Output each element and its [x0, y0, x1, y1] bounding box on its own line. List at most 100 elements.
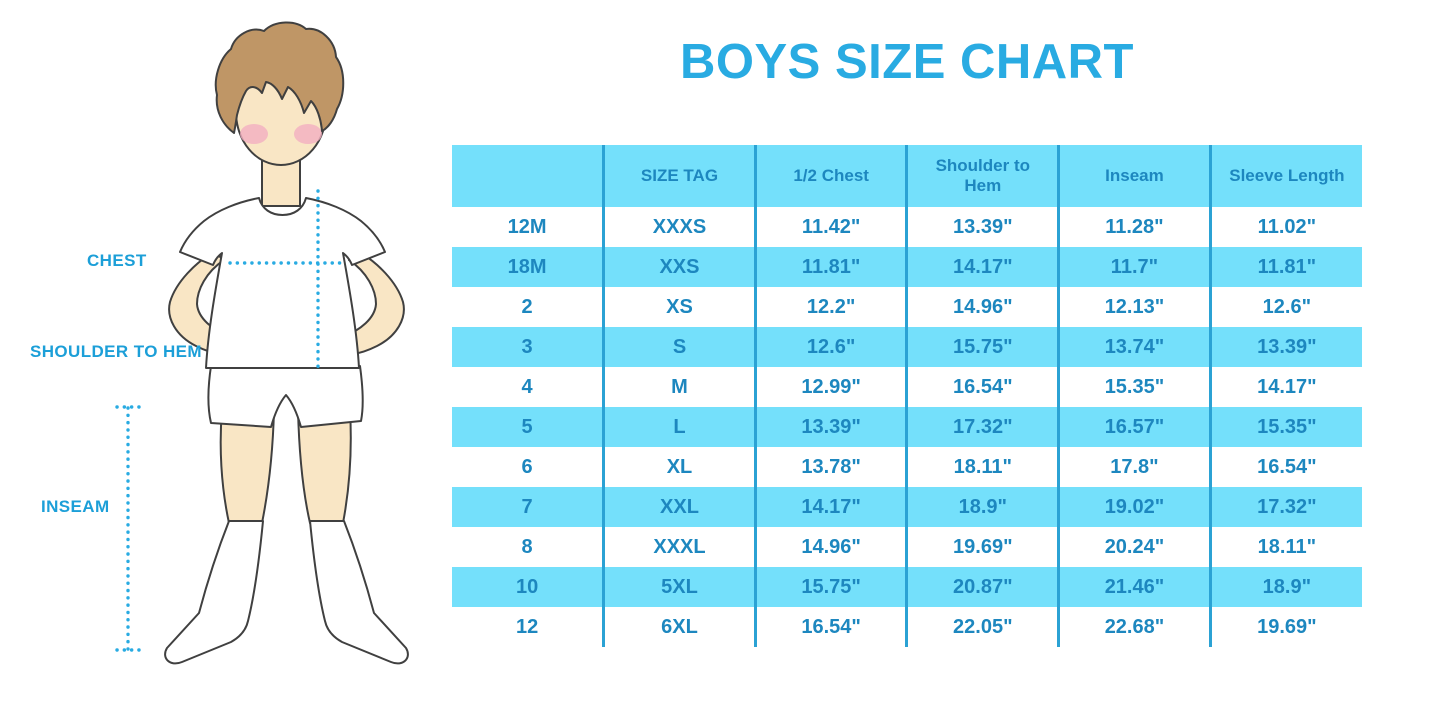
table-row: 10 5XL 15.75" 20.87" 21.46" 18.9" — [452, 567, 1362, 607]
table-row: 12 6XL 16.54" 22.05" 22.68" 19.69" — [452, 607, 1362, 647]
size-cell: 12M — [507, 215, 547, 238]
column-header — [452, 145, 604, 207]
size-tag-cell: S — [602, 327, 756, 367]
boy-tshirt — [179, 197, 386, 369]
table-row: 12M XXXS 11.42" 13.39" 11.28" 11.02" — [452, 207, 1362, 247]
column-header: 1/2 Chest — [753, 145, 907, 207]
boy-measurement-illustration: CHEST SHOULDER TO HEM INSEAM — [0, 0, 452, 723]
size-cell: 12 — [515, 615, 539, 638]
size-tag-cell: XS — [602, 287, 756, 327]
boy-figure-illustration — [115, 21, 409, 665]
size-cell: 5 — [452, 407, 604, 447]
sleeve-length-cell: 16.54" — [1208, 447, 1362, 487]
boy-shorts — [207, 365, 364, 428]
half-chest-cell: 14.17" — [753, 487, 907, 527]
size-tag-cell: 5XL — [602, 567, 756, 607]
sleeve-length-cell: 18.11" — [1208, 527, 1362, 567]
column-header: Sleeve Length — [1208, 145, 1362, 207]
boy-right-arm — [340, 251, 405, 355]
inseam-cell: 11.28" — [1057, 207, 1211, 247]
sleeve-length-cell: 17.32" — [1208, 487, 1362, 527]
inseam-cell: 22.68" — [1057, 607, 1211, 647]
table-row: 5 L 13.39" 17.32" 16.57" 15.35" — [452, 407, 1362, 447]
table-row: 6 XL 13.78" 18.11" 17.8" 16.54" — [452, 447, 1362, 487]
table-row: 2 XS 12.2" 14.96" 12.13" 12.6" — [452, 287, 1362, 327]
size-tag-cell: L — [602, 407, 756, 447]
size-tag-cell: XXXL — [602, 527, 756, 567]
half-chest-cell: 16.54" — [753, 607, 907, 647]
half-chest-cell: 12.99" — [753, 367, 907, 407]
shoulder-to-hem-cell: 13.39" — [905, 207, 1059, 247]
half-chest-cell: 11.81" — [753, 247, 907, 287]
half-chest-cell: 12.6" — [753, 327, 907, 367]
size-cell: 6 — [521, 455, 533, 478]
table-row: 3 S 12.6" 15.75" 13.74" 13.39" — [452, 327, 1362, 367]
size-chart-header: SIZE TAG 1/2 Chest Shoulder to Hem Inseam Sl… — [452, 145, 1362, 207]
inseam-cell: 17.8" — [1057, 447, 1211, 487]
shoulder-to-hem-cell: 18.9" — [905, 487, 1059, 527]
size-cell: 2 — [521, 295, 533, 318]
shoulder-to-hem-cell: 14.96" — [905, 287, 1059, 327]
size-cell: 10 — [452, 567, 604, 607]
header-row: SIZE TAG 1/2 Chest Shoulder to Hem Inseam Sl… — [452, 145, 1362, 207]
size-tag-cell: XXL — [602, 487, 756, 527]
table-row: 8 XXXL 14.96" 19.69" 20.24" 18.11" — [452, 527, 1362, 567]
boy-figure — [164, 21, 409, 665]
size-cell: 8 — [521, 535, 533, 558]
size-tag-cell: XL — [602, 447, 756, 487]
boy-left-sock — [164, 520, 264, 665]
half-chest-cell: 13.39" — [753, 407, 907, 447]
inseam-cell: 16.57" — [1057, 407, 1211, 447]
boy-right-sock — [309, 520, 409, 665]
table-row: 4 M 12.99" 16.54" 15.35" 14.17" — [452, 367, 1362, 407]
size-chart-body: 12M XXXS 11.42" 13.39" 11.28" 11.02" 18M… — [452, 207, 1362, 647]
column-header: Shoulder to Hem — [905, 145, 1059, 207]
half-chest-cell: 11.42" — [753, 207, 907, 247]
size-cell: 4 — [521, 375, 533, 398]
half-chest-cell: 13.78" — [753, 447, 907, 487]
boy-right-cheek-blush — [294, 124, 322, 144]
shoulder-to-hem-cell: 18.11" — [905, 447, 1059, 487]
half-chest-cell: 15.75" — [753, 567, 907, 607]
sleeve-length-cell: 14.17" — [1208, 367, 1362, 407]
chest-label: CHEST — [87, 251, 147, 270]
sleeve-length-cell: 18.9" — [1208, 567, 1362, 607]
size-cell: 18M — [452, 247, 604, 287]
half-chest-cell: 14.96" — [753, 527, 907, 567]
sleeve-length-cell: 11.02" — [1208, 207, 1362, 247]
inseam-cell: 20.24" — [1057, 527, 1211, 567]
shoulder-to-hem-cell: 22.05" — [905, 607, 1059, 647]
inseam-dotted-line — [115, 405, 146, 652]
inseam-label: INSEAM — [41, 497, 110, 516]
boy-hair — [214, 21, 345, 134]
column-header: Inseam — [1057, 145, 1211, 207]
shoulder-to-hem-cell: 20.87" — [905, 567, 1059, 607]
inseam-cell: 11.7" — [1057, 247, 1211, 287]
table-row: 18M XXS 11.81" 14.17" 11.7" 11.81" — [452, 247, 1362, 287]
sleeve-length-cell: 13.39" — [1208, 327, 1362, 367]
boy-left-cheek-blush — [240, 124, 268, 144]
shoulder-to-hem-cell: 15.75" — [905, 327, 1059, 367]
size-tag-cell: 6XL — [602, 607, 756, 647]
size-tag-cell: XXXS — [602, 207, 756, 247]
shoulder-to-hem-cell: 17.32" — [905, 407, 1059, 447]
shoulder-to-hem-label: SHOULDER TO HEM — [30, 342, 202, 361]
page-title: BOYS SIZE CHART — [680, 35, 1134, 89]
inseam-cell: 13.74" — [1057, 327, 1211, 367]
inseam-cell: 19.02" — [1057, 487, 1211, 527]
sleeve-length-cell: 15.35" — [1208, 407, 1362, 447]
sleeve-length-cell: 19.69" — [1208, 607, 1362, 647]
size-chart-table: SIZE TAG 1/2 Chest Shoulder to Hem Inseam Sl… — [452, 145, 1362, 647]
sleeve-length-cell: 12.6" — [1208, 287, 1362, 327]
inseam-cell: 12.13" — [1057, 287, 1211, 327]
size-tag-cell: XXS — [602, 247, 756, 287]
inseam-cell: 21.46" — [1057, 567, 1211, 607]
table-row: 7 XXL 14.17" 18.9" 19.02" 17.32" — [452, 487, 1362, 527]
column-header: SIZE TAG — [602, 145, 756, 207]
size-cell: 3 — [452, 327, 604, 367]
shoulder-to-hem-cell: 19.69" — [905, 527, 1059, 567]
sleeve-length-cell: 11.81" — [1208, 247, 1362, 287]
shoulder-to-hem-cell: 14.17" — [905, 247, 1059, 287]
shoulder-to-hem-cell: 16.54" — [905, 367, 1059, 407]
